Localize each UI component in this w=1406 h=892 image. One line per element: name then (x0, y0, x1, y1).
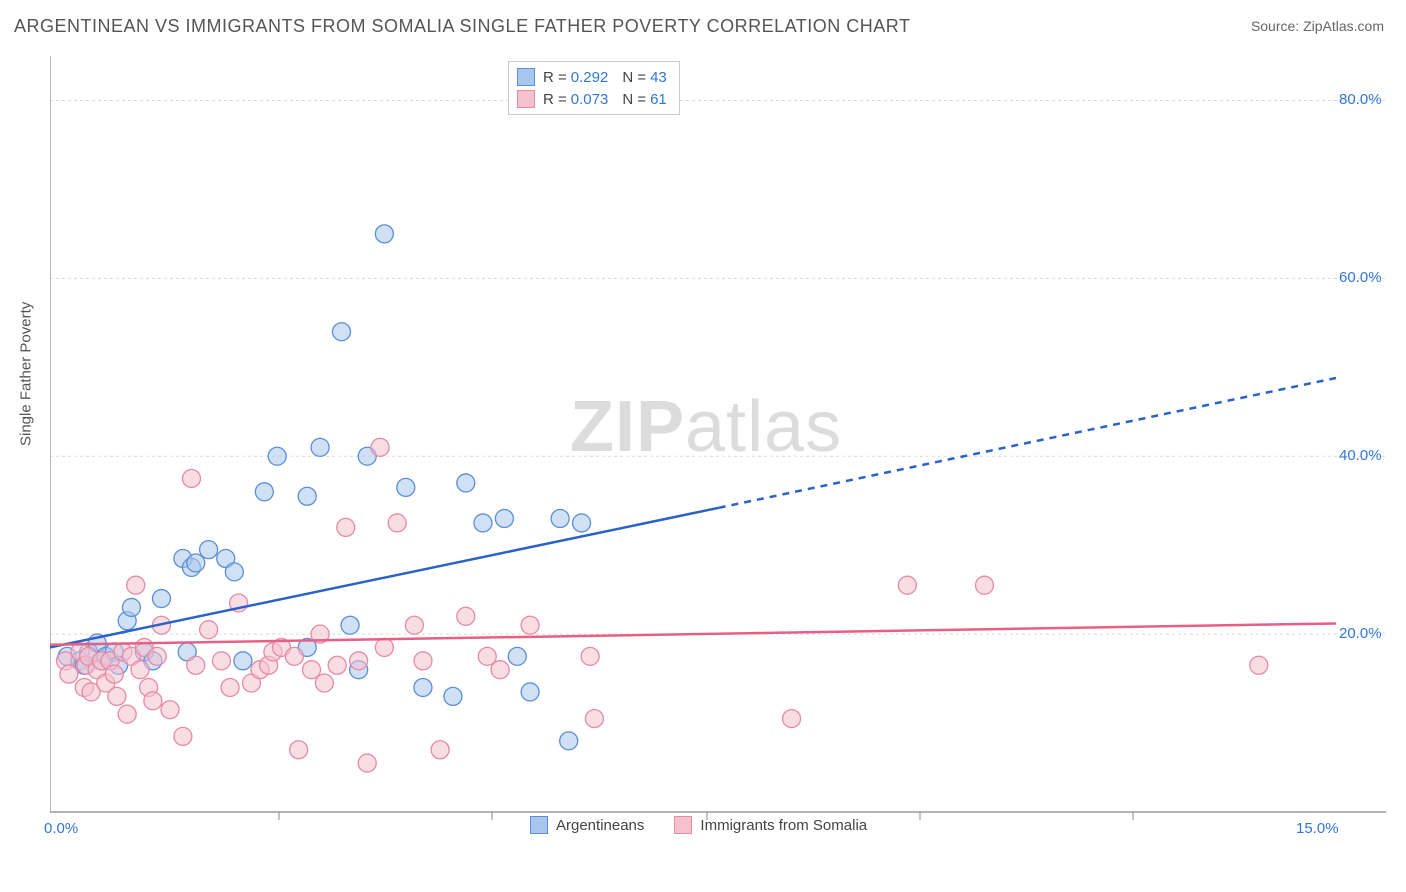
legend-n-value: 43 (646, 69, 669, 86)
legend-swatch (517, 68, 535, 86)
legend-series-label: Immigrants from Somalia (700, 817, 867, 834)
source-label: Source: ZipAtlas.com (1251, 18, 1384, 34)
legend-n-label: N = (622, 91, 646, 108)
legend-n-value: 61 (646, 91, 669, 108)
scatter-plot (50, 56, 1386, 836)
legend-r-value: 0.292 (567, 69, 623, 86)
legend-row: R =0.073N =61 (517, 88, 669, 110)
chart-title: ARGENTINEAN VS IMMIGRANTS FROM SOMALIA S… (14, 16, 910, 37)
legend-item: Argentineans (530, 816, 644, 834)
x-tick-label: 15.0% (1296, 820, 1339, 837)
legend-r-label: R = (543, 69, 567, 86)
y-tick-label: 20.0% (1339, 625, 1386, 642)
series-legend: Argentineans Immigrants from Somalia (530, 816, 867, 834)
legend-row: R =0.292N =43 (517, 66, 669, 88)
y-tick-label: 40.0% (1339, 447, 1386, 464)
legend-r-label: R = (543, 91, 567, 108)
legend-swatch (517, 90, 535, 108)
legend-series-label: Argentineans (556, 817, 644, 834)
legend-n-label: N = (622, 69, 646, 86)
legend-item: Immigrants from Somalia (674, 816, 867, 834)
legend-swatch (674, 816, 692, 834)
legend-swatch (530, 816, 548, 834)
x-tick-label: 0.0% (44, 820, 78, 837)
y-tick-label: 60.0% (1339, 269, 1386, 286)
correlation-legend: R =0.292N =43R =0.073N =61 (508, 61, 680, 115)
y-axis-label: Single Father Poverty (18, 302, 35, 446)
plot-area: ZIPatlas R =0.292N =43R =0.073N =61 Arge… (50, 56, 1386, 836)
y-tick-label: 80.0% (1339, 91, 1386, 108)
legend-r-value: 0.073 (567, 91, 623, 108)
chart-container: ARGENTINEAN VS IMMIGRANTS FROM SOMALIA S… (0, 0, 1406, 892)
